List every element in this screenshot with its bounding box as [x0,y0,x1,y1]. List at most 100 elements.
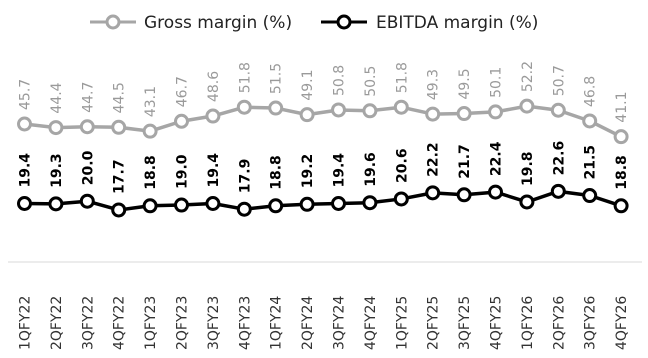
point-gross-13 [425,106,441,122]
data-label-ebitda-0: 19.4 [18,153,34,188]
data-label-gross-6: 48.6 [206,71,222,102]
data-label-gross-14: 49.5 [457,68,473,99]
point-gross-8 [268,100,284,116]
x-tick-label-14: 3QFY25 [457,296,473,350]
point-ebitda-6 [205,196,221,211]
data-label-ebitda-9: 19.2 [300,154,316,189]
point-ebitda-16 [519,194,535,210]
data-label-gross-16: 52.2 [520,61,536,92]
data-label-ebitda-10: 19.4 [332,153,348,188]
data-label-ebitda-8: 18.8 [269,155,285,190]
point-gross-12 [393,99,409,115]
data-label-gross-1: 44.4 [49,82,65,113]
x-tick-label-0: 1QFY22 [18,296,34,350]
point-ebitda-10 [331,196,346,211]
point-ebitda-19 [613,198,629,214]
x-tick-label-3: 4QFY22 [112,296,128,350]
point-ebitda-4 [142,198,158,214]
data-label-ebitda-17: 22.6 [551,141,567,176]
point-gross-19 [613,129,629,145]
data-label-ebitda-5: 19.0 [175,154,191,189]
point-ebitda-1 [48,196,64,212]
point-ebitda-14 [456,187,472,203]
point-gross-6 [205,108,221,124]
data-label-gross-3: 44.5 [112,82,128,113]
point-ebitda-11 [362,195,378,211]
x-tick-label-19: 4QFY26 [614,296,630,350]
x-tick-label-8: 1QFY24 [269,296,285,350]
point-gross-9 [299,107,315,123]
point-ebitda-7 [236,201,252,217]
point-gross-11 [362,103,378,119]
plot-area: 45.7 44.4 44.7 44.5 43.1 46.7 48.6 51.8 51.5 49.1… [17,61,630,350]
x-tick-label-10: 3QFY24 [332,296,348,350]
x-tick-label-6: 3QFY23 [206,296,222,350]
data-label-ebitda-19: 18.8 [614,155,630,190]
point-ebitda-8 [268,198,284,214]
data-label-gross-9: 49.1 [300,69,316,100]
x-tick-label-13: 2QFY25 [426,296,442,350]
data-label-gross-13: 49.3 [426,69,442,100]
x-tick-label-11: 4QFY24 [363,296,379,350]
data-label-ebitda-16: 19.8 [520,151,536,186]
point-ebitda-12 [393,191,409,207]
data-label-gross-10: 50.8 [332,65,348,96]
point-gross-0 [17,116,32,132]
point-ebitda-17 [550,183,566,199]
data-label-ebitda-1: 19.3 [49,153,65,188]
data-label-ebitda-11: 19.6 [363,152,379,187]
point-gross-17 [550,102,566,118]
data-label-ebitda-15: 22.4 [489,141,505,176]
point-gross-5 [174,113,189,129]
point-ebitda-15 [488,184,503,200]
data-label-ebitda-6: 19.4 [206,153,222,188]
data-label-gross-17: 50.7 [551,65,567,96]
data-label-ebitda-2: 20.0 [80,150,96,185]
data-label-ebitda-4: 18.8 [143,155,159,190]
legend-marker-ebitda [336,14,352,30]
point-ebitda-9 [299,196,315,212]
data-label-ebitda-18: 21.5 [583,145,599,180]
data-label-ebitda-12: 20.6 [394,148,410,183]
x-tick-label-4: 1QFY23 [143,296,159,350]
point-ebitda-2 [79,193,95,209]
legend-marker-gross [105,14,121,30]
data-label-gross-5: 46.7 [175,76,191,107]
point-ebitda-5 [174,197,189,213]
data-label-gross-7: 51.8 [237,62,253,93]
data-label-ebitda-3: 17.7 [112,159,128,194]
legend-item-gross: Gross margin (%) [90,13,292,33]
data-label-gross-15: 50.1 [489,67,505,98]
point-ebitda-18 [582,188,598,204]
point-gross-4 [142,123,158,139]
data-label-gross-2: 44.7 [80,82,96,113]
x-tick-label-5: 2QFY23 [175,296,191,350]
x-tick-label-7: 4QFY23 [237,296,253,350]
x-tick-label-9: 2QFY24 [300,296,316,350]
data-label-gross-0: 45.7 [18,79,34,110]
legend-item-ebitda: EBITDA margin (%) [321,13,538,33]
x-tick-label-18: 3QFY26 [583,296,599,350]
data-label-gross-11: 50.5 [363,66,379,97]
data-label-gross-18: 46.8 [583,76,599,107]
point-ebitda-13 [425,185,441,201]
chart-legend: Gross margin (%) EBITDA margin (%) [90,13,538,33]
point-gross-14 [456,106,472,122]
data-label-ebitda-7: 17.9 [237,159,253,194]
point-gross-16 [519,98,535,114]
point-gross-18 [582,113,598,129]
data-label-gross-19: 41.1 [614,91,630,122]
data-label-ebitda-13: 22.2 [426,142,442,177]
point-ebitda-0 [17,196,32,211]
x-tick-label-16: 1QFY26 [520,296,536,350]
x-tick-label-12: 1QFY25 [394,296,410,350]
legend-label-ebitda: EBITDA margin (%) [376,13,538,33]
point-gross-15 [488,104,503,120]
data-label-gross-12: 51.8 [394,62,410,93]
data-label-gross-4: 43.1 [143,86,159,117]
legend-label-gross: Gross margin (%) [144,13,292,33]
x-tick-label-17: 2QFY26 [551,296,567,350]
point-gross-2 [79,119,95,135]
point-gross-3 [111,119,127,135]
